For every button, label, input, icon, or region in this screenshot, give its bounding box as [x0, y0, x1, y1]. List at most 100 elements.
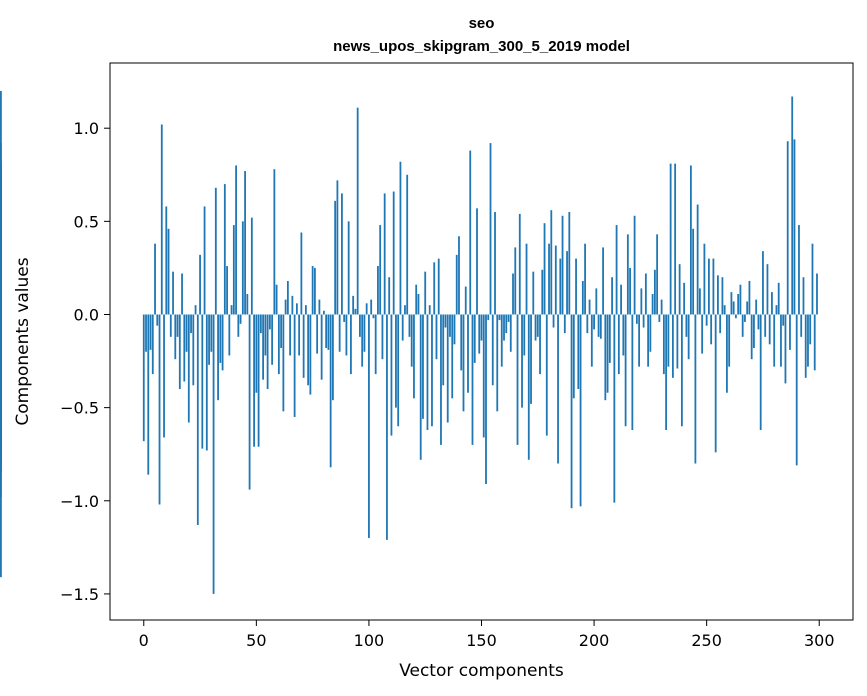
bar	[644, 273, 647, 315]
bar	[289, 314, 292, 356]
bar	[370, 299, 373, 315]
bar	[156, 314, 159, 326]
bar	[550, 210, 553, 315]
bar	[172, 271, 174, 315]
bar	[656, 234, 659, 315]
bar	[577, 314, 580, 390]
bar	[199, 254, 201, 315]
y-tick-label: −1.0	[60, 492, 99, 511]
bar	[545, 314, 548, 436]
bar	[746, 301, 749, 315]
bar	[329, 314, 332, 468]
bar	[500, 314, 503, 367]
bar	[410, 314, 413, 367]
bar	[428, 305, 431, 315]
bar	[257, 314, 260, 447]
bar	[534, 314, 537, 341]
bar	[255, 314, 258, 393]
bar	[494, 212, 496, 315]
bar	[505, 314, 508, 334]
bar	[521, 314, 523, 408]
bar	[205, 314, 208, 451]
bar	[309, 314, 312, 395]
bar	[223, 184, 226, 315]
bar	[811, 243, 814, 315]
bar	[512, 273, 514, 315]
bar	[147, 314, 150, 475]
bar	[599, 314, 602, 339]
bar	[750, 314, 753, 360]
bar	[809, 314, 812, 345]
bar	[295, 303, 298, 315]
bar	[487, 314, 490, 321]
bar	[253, 314, 255, 447]
x-tick-label: 300	[804, 631, 835, 650]
bar	[282, 314, 285, 412]
bar	[604, 314, 607, 401]
bar	[694, 314, 697, 464]
bar	[514, 247, 517, 315]
bar	[642, 314, 645, 328]
bar	[586, 314, 589, 334]
bar	[536, 314, 539, 337]
bar	[280, 314, 283, 349]
bar	[190, 314, 192, 334]
bar	[277, 314, 280, 375]
bar	[149, 314, 152, 350]
bar	[422, 314, 424, 419]
bar	[381, 314, 384, 360]
bar	[581, 280, 584, 315]
bar	[176, 314, 179, 337]
bar	[557, 314, 559, 464]
bar	[478, 314, 481, 354]
bar	[766, 264, 769, 315]
bar	[395, 314, 397, 408]
bar	[404, 305, 406, 315]
bar	[372, 314, 375, 319]
bar	[687, 314, 690, 360]
bar	[649, 314, 652, 352]
bar	[777, 282, 780, 315]
x-tick-label: 100	[354, 631, 385, 650]
bar	[685, 314, 688, 337]
bar	[739, 284, 742, 315]
bar	[660, 299, 663, 315]
bar	[482, 314, 485, 438]
bar	[480, 314, 483, 341]
bar	[453, 314, 456, 345]
bar	[789, 314, 791, 350]
bar	[437, 258, 440, 315]
bar	[383, 193, 386, 315]
bar	[638, 314, 641, 367]
bar	[735, 314, 737, 319]
bar	[377, 266, 379, 315]
bar	[275, 284, 278, 315]
bar	[345, 314, 348, 356]
bar	[530, 314, 532, 404]
bar	[595, 288, 598, 315]
bar	[424, 271, 427, 315]
bar	[433, 262, 436, 315]
bar	[388, 277, 391, 315]
bar	[588, 299, 591, 315]
bar	[194, 305, 197, 315]
x-axis-ticks: 0 50 100 150 200 250 300	[139, 620, 835, 650]
bar	[701, 314, 704, 354]
bar	[507, 314, 510, 322]
bar	[192, 314, 195, 386]
bar	[187, 314, 190, 423]
bar	[473, 314, 476, 363]
bar	[629, 267, 631, 315]
bar	[230, 305, 233, 315]
bar	[455, 254, 458, 315]
bar	[651, 294, 654, 315]
bar	[185, 314, 188, 352]
bar	[336, 180, 339, 315]
bar	[271, 314, 274, 365]
bar	[552, 314, 555, 328]
bar	[419, 314, 422, 460]
bar	[212, 314, 215, 594]
bar	[613, 314, 616, 503]
bar	[527, 314, 530, 460]
